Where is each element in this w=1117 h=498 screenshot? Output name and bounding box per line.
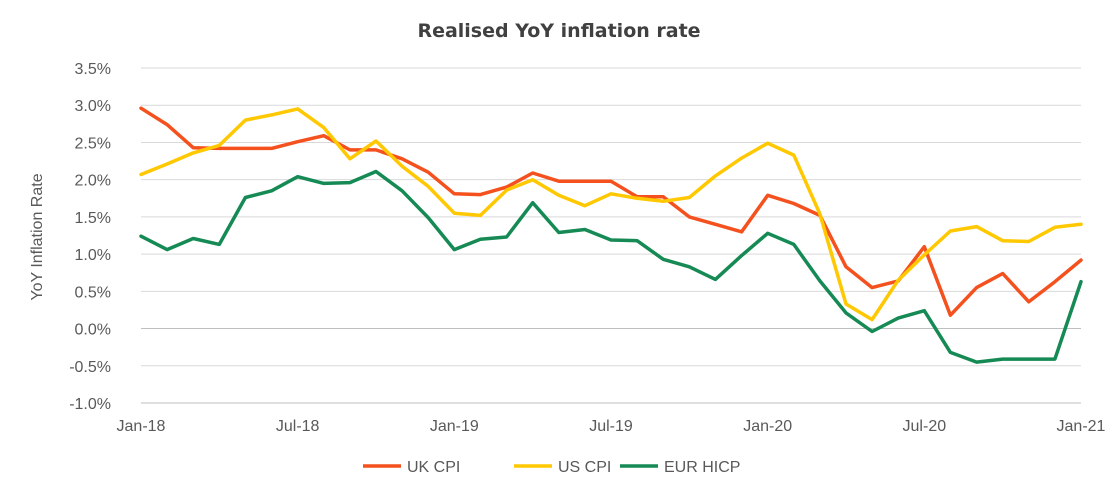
legend-label: US CPI <box>558 459 611 476</box>
y-tick-label: -1.0% <box>69 396 111 413</box>
series-line-eur-hicp <box>139 169 1083 364</box>
y-tick-label: 1.5% <box>75 210 111 227</box>
series-line-uk-cpi <box>139 106 1083 317</box>
y-tick-label: 1.0% <box>75 247 111 264</box>
x-tick-label: Jul-19 <box>589 418 633 435</box>
x-tick-label: Jul-18 <box>276 418 320 435</box>
y-axis-ticks: -1.0% -0.5% 0.0% 0.5% 1.0% 1.5% 2.0% 2.5% 3.0% 3.… <box>69 61 111 413</box>
legend-label: EUR HICP <box>664 459 740 476</box>
y-tick-label: 0.5% <box>75 284 111 301</box>
x-tick-label: Jan-20 <box>743 418 792 435</box>
series-lines <box>139 106 1083 364</box>
y-tick-label: 0.0% <box>75 322 111 339</box>
x-axis-ticks: Jan-18 Jul-18 Jan-19 Jul-19 Jan-20 Jul-20 Jan-… <box>117 418 1106 435</box>
legend: UK CPI US CPI EUR HICP <box>363 459 740 476</box>
y-tick-label: 2.0% <box>75 173 111 190</box>
x-tick-label: Jan-19 <box>430 418 479 435</box>
legend-label: UK CPI <box>407 459 460 476</box>
y-tick-label: 3.5% <box>75 61 111 78</box>
x-tick-label: Jan-18 <box>117 418 166 435</box>
gridlines <box>141 67 1081 404</box>
y-tick-label: -0.5% <box>69 359 111 376</box>
y-tick-label: 2.5% <box>75 135 111 152</box>
y-axis-label: YoY Inflation Rate <box>29 173 46 300</box>
y-tick-label: 3.0% <box>75 98 111 115</box>
x-tick-label: Jul-20 <box>903 418 947 435</box>
series-line-us-cpi <box>139 107 1083 322</box>
x-tick-label: Jan-21 <box>1057 418 1106 435</box>
chart-title: Realised YoY inflation rate <box>417 20 700 42</box>
